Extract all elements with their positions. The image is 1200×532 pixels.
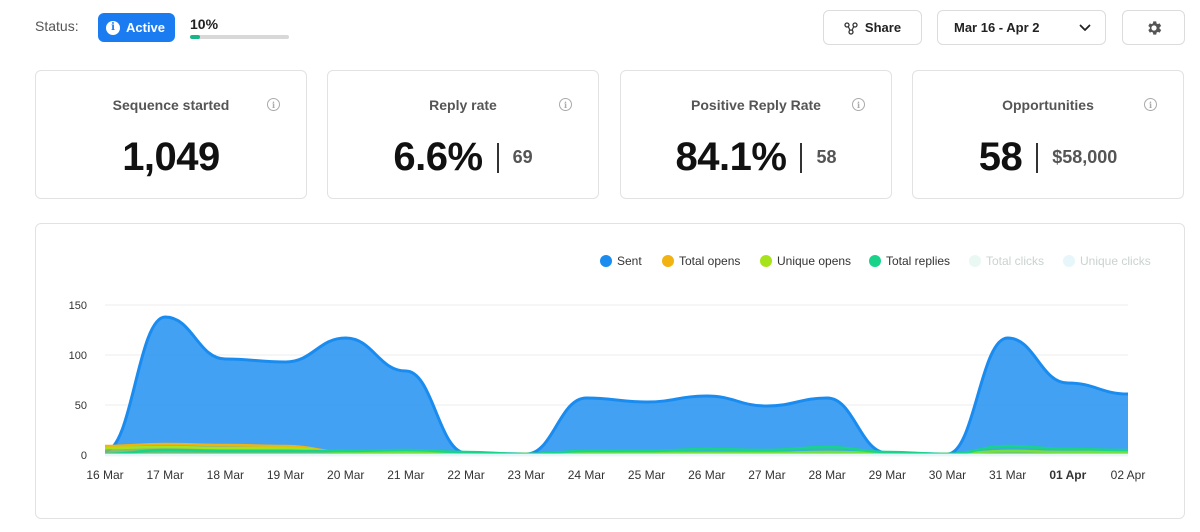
info-icon[interactable]: i (1144, 98, 1157, 111)
x-tick-label: 22 Mar (447, 468, 484, 482)
card-value: 58 (978, 135, 1023, 179)
legend-swatch (969, 255, 981, 267)
x-tick-label: 27 Mar (748, 468, 785, 482)
x-tick-label: 31 Mar (989, 468, 1026, 482)
x-tick-label: 01 Apr (1049, 468, 1086, 482)
x-tick-label: 21 Mar (387, 468, 424, 482)
share-button[interactable]: Share (823, 10, 922, 45)
card-value: 1,049 (122, 135, 220, 179)
legend-swatch (760, 255, 772, 267)
x-tick-label: 24 Mar (568, 468, 605, 482)
card-value: 6.6% (393, 135, 483, 179)
legend-label: Total replies (886, 254, 951, 268)
card-value-row: 1,049 (36, 135, 306, 180)
card-positive-reply-rate: Positive Reply Rate i 84.1% 58 (620, 70, 892, 199)
legend-swatch (600, 255, 612, 267)
card-value-row: 58 $58,000 (913, 135, 1183, 180)
x-tick-label: 25 Mar (628, 468, 665, 482)
gear-icon (1147, 20, 1161, 35)
card-title: Reply rate (429, 97, 497, 113)
card-subvalue: $58,000 (1052, 147, 1118, 167)
legend-label: Unique clicks (1080, 254, 1151, 268)
x-tick-label: 29 Mar (869, 468, 906, 482)
date-range-select[interactable]: Mar 16 - Apr 2 (937, 10, 1106, 45)
legend-swatch (869, 255, 881, 267)
progress-bar (190, 35, 289, 39)
legend-label: Sent (617, 254, 642, 268)
legend-label: Total opens (679, 254, 741, 268)
card-divider (1036, 142, 1039, 173)
card-divider (800, 142, 803, 173)
card-title: Positive Reply Rate (691, 97, 821, 113)
info-icon[interactable]: i (267, 98, 280, 111)
x-tick-label: 19 Mar (267, 468, 304, 482)
status-badge[interactable]: i Active (98, 13, 176, 42)
legend-item-total-clicks[interactable]: Total clicks (969, 254, 1044, 268)
card-divider (496, 142, 499, 173)
x-tick-label: 28 Mar (808, 468, 845, 482)
progress-percent: 10% (190, 16, 219, 32)
area-sent (105, 317, 1128, 455)
series-line-sent[interactable] (104, 315, 1129, 456)
info-icon[interactable]: i (852, 98, 865, 111)
x-tick-label: 17 Mar (146, 468, 183, 482)
x-tick-label: 02 Apr (1111, 468, 1146, 482)
legend-item-total-replies[interactable]: Total replies (869, 254, 950, 268)
x-tick-label: 23 Mar (508, 468, 545, 482)
card-reply-rate: Reply rate i 6.6% 69 (327, 70, 599, 199)
legend-swatch (1063, 255, 1075, 267)
legend-swatch (662, 255, 674, 267)
legend-label: Total clicks (986, 254, 1045, 268)
progress-bar-fill (190, 35, 200, 39)
chevron-down-icon (1079, 24, 1091, 31)
legend-item-unique-clicks[interactable]: Unique clicks (1063, 254, 1151, 268)
share-nodes-icon (844, 21, 858, 35)
x-tick-label: 26 Mar (688, 468, 725, 482)
legend-item-sent[interactable]: Sent (600, 254, 642, 268)
series-line-total-replies[interactable] (104, 444, 1129, 456)
card-opportunities: Opportunities i 58 $58,000 (912, 70, 1184, 199)
top-bar: Status: i Active 10% Share Mar 16 - Apr … (0, 0, 1200, 56)
date-range-label: Mar 16 - Apr 2 (954, 20, 1040, 35)
area-total-replies (105, 446, 1128, 455)
card-value-row: 6.6% 69 (328, 135, 598, 180)
card-value-row: 84.1% 58 (621, 135, 891, 180)
info-icon: i (106, 20, 120, 35)
y-tick-label: 100 (69, 350, 87, 362)
y-tick-label: 0 (81, 450, 87, 462)
y-tick-label: 50 (75, 400, 87, 412)
status-label: Status: (35, 18, 79, 34)
card-title: Opportunities (1002, 97, 1094, 113)
share-label: Share (864, 20, 902, 35)
y-tick-label: 150 (69, 300, 87, 312)
x-tick-label: 20 Mar (327, 468, 364, 482)
legend-item-total-opens[interactable]: Total opens (662, 254, 740, 268)
card-subvalue: 69 (512, 147, 533, 167)
card-subvalue: 58 (816, 147, 837, 167)
info-icon[interactable]: i (559, 98, 572, 111)
status-badge-label: Active (126, 20, 166, 35)
legend-label: Unique opens (777, 254, 852, 268)
legend-item-unique-opens[interactable]: Unique opens (760, 254, 851, 268)
x-tick-label: 30 Mar (929, 468, 966, 482)
card-sequence-started: Sequence started i 1,049 (35, 70, 307, 199)
settings-button[interactable] (1122, 10, 1185, 45)
card-title: Sequence started (112, 97, 230, 113)
x-tick-label: 18 Mar (207, 468, 244, 482)
x-tick-label: 16 Mar (86, 468, 123, 482)
card-value: 84.1% (675, 135, 787, 179)
